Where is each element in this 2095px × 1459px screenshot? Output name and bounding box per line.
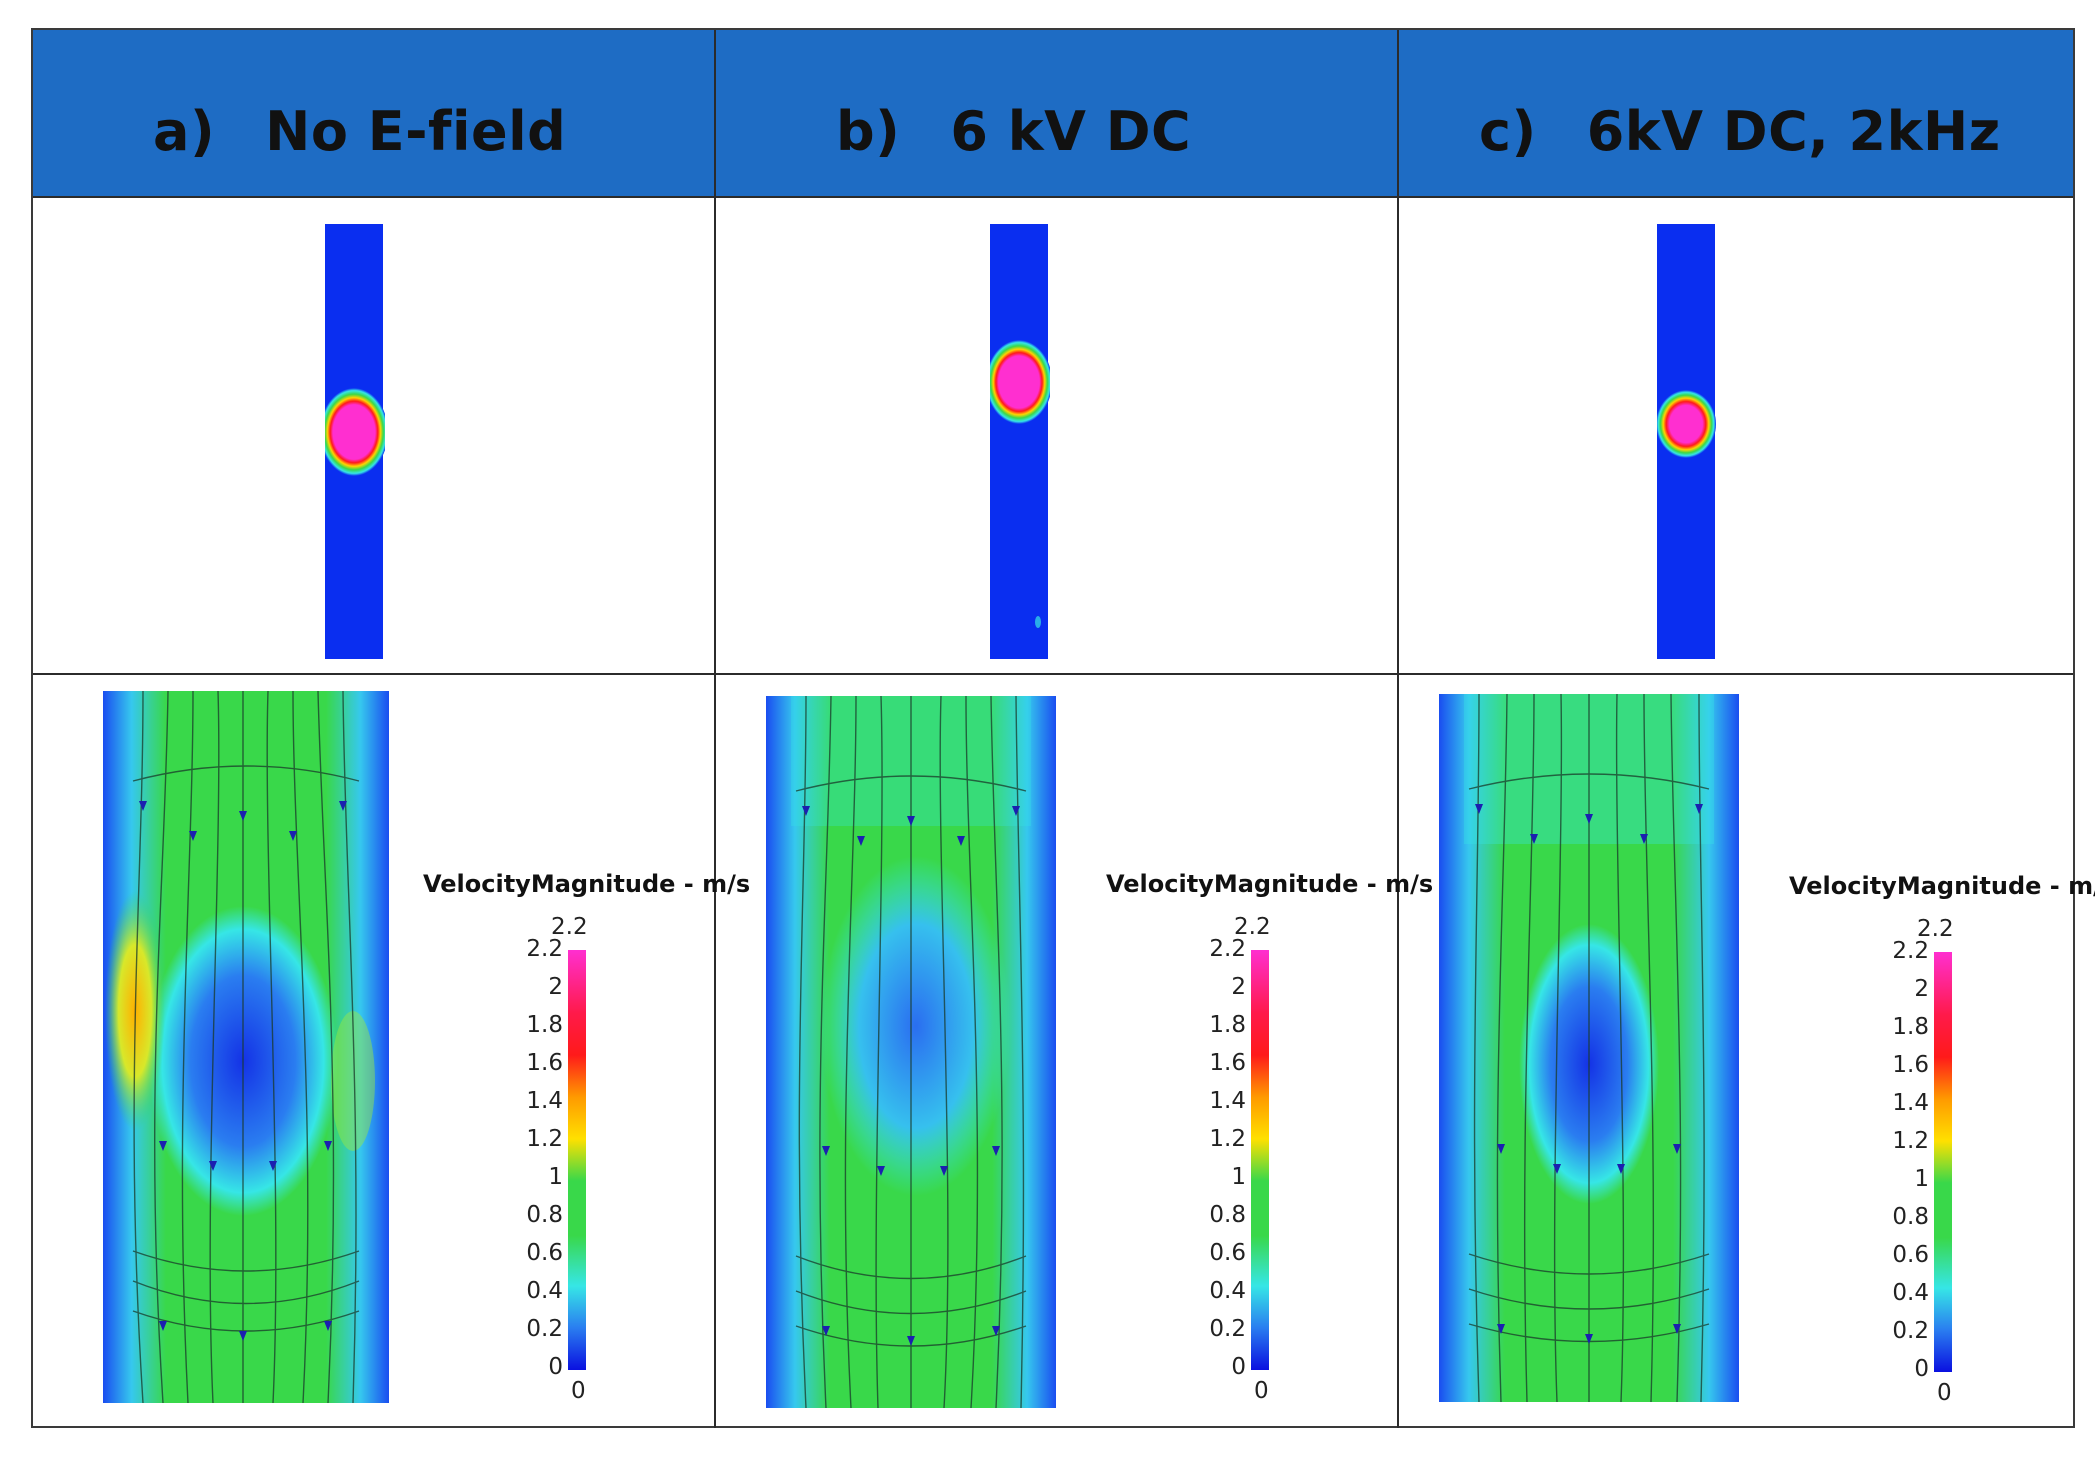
panel-b-tag: b)	[836, 100, 901, 163]
colorbar-tick: 1.8	[526, 1012, 563, 1038]
colorbar-tick: 1.4	[1209, 1088, 1246, 1114]
colorbar-bottom-label: 0	[571, 1378, 586, 1404]
colorbar-ticks: 2.2 2 1.8 1.6 1.4 1.2 1 0.8 0.6 0.4 0.2 …	[513, 936, 573, 1380]
colorbar-tick: 0	[548, 1354, 563, 1380]
colorbar-ticks: 2.2 2 1.8 1.6 1.4 1.2 1 0.8 0.6 0.4 0.2 …	[1879, 938, 1939, 1382]
column-divider-1	[33, 198, 716, 1428]
row-divider	[33, 673, 2073, 675]
colorbar-tick: 1.6	[1209, 1050, 1246, 1076]
colorbar-tick: 1.6	[1892, 1052, 1929, 1078]
colorbar-tick: 1	[1914, 1166, 1929, 1192]
colorbar-tick: 0.2	[1892, 1318, 1929, 1344]
panel-a-droplet-plot	[325, 224, 385, 659]
colorbar-top-label: 2.2	[1234, 914, 1271, 940]
colorbar-tick: 0	[1231, 1354, 1246, 1380]
colorbar-tick: 1.2	[1892, 1128, 1929, 1154]
colorbar-scale	[568, 950, 586, 1370]
panel-c-velocity-field-plot	[1439, 694, 1739, 1402]
panel-c-header: c) 6kV DC, 2kHz	[1399, 30, 2073, 198]
colorbar-tick: 2	[548, 974, 563, 1000]
panel-a-tag: a)	[153, 100, 216, 163]
colorbar-tick: 0.6	[1209, 1240, 1246, 1266]
colorbar-tick: 0.6	[1892, 1242, 1929, 1268]
colorbar-tick: 0.4	[1892, 1280, 1929, 1306]
colorbar-tick: 1.6	[526, 1050, 563, 1076]
panel-a-header: a) No E-field	[33, 30, 716, 198]
colorbar-tick: 0.2	[1209, 1316, 1246, 1342]
colorbar-tick: 1	[1231, 1164, 1246, 1190]
colorbar-top-label: 2.2	[551, 914, 588, 940]
colorbar-tick: 1	[548, 1164, 563, 1190]
colorbar-tick: 1.4	[526, 1088, 563, 1114]
panel-b-label: b) 6 kV DC	[836, 100, 1191, 163]
colorbar-bottom-label: 0	[1937, 1380, 1952, 1406]
colorbar-tick: 2.2	[526, 936, 563, 962]
colorbar-tick: 0.8	[1892, 1204, 1929, 1230]
panel-b-droplet-plot	[990, 224, 1050, 659]
panel-c-colorbar: VelocityMagnitude - m/s 2.2 0 2.2 2 1.8 …	[1749, 852, 2095, 1412]
colorbar-tick: 1.8	[1892, 1014, 1929, 1040]
colorbar-tick: 1.2	[526, 1126, 563, 1152]
colorbar-tick: 0.8	[526, 1202, 563, 1228]
panel-c-droplet-plot	[1657, 224, 1716, 659]
colorbar-title: VelocityMagnitude - m/s	[423, 870, 751, 898]
colorbar-tick: 1.4	[1892, 1090, 1929, 1116]
colorbar-tick: 0.8	[1209, 1202, 1246, 1228]
panel-c-tag: c)	[1479, 100, 1537, 163]
panel-c-label: c) 6kV DC, 2kHz	[1479, 100, 2001, 163]
panel-a-colorbar: VelocityMagnitude - m/s 2.2 0 2.2 2 1.8 …	[393, 850, 750, 1410]
colorbar-tick: 0.4	[526, 1278, 563, 1304]
colorbar-tick: 0	[1914, 1356, 1929, 1382]
colorbar-tick: 2.2	[1209, 936, 1246, 962]
panel-b-colorbar: VelocityMagnitude - m/s 2.2 0 2.2 2 1.8 …	[1076, 850, 1433, 1410]
colorbar-ticks: 2.2 2 1.8 1.6 1.4 1.2 1 0.8 0.6 0.4 0.2 …	[1196, 936, 1256, 1380]
colorbar-top-label: 2.2	[1917, 916, 1954, 942]
colorbar-tick: 2	[1231, 974, 1246, 1000]
panel-a-title: No E-field	[265, 100, 567, 163]
colorbar-title: VelocityMagnitude - m/s	[1789, 872, 2095, 900]
panel-c-title: 6kV DC, 2kHz	[1586, 100, 2001, 163]
colorbar-tick: 0.2	[526, 1316, 563, 1342]
panel-a-velocity-field-plot	[103, 691, 389, 1403]
panel-a-label: a) No E-field	[153, 100, 566, 163]
colorbar-scale	[1251, 950, 1269, 1370]
colorbar-bottom-label: 0	[1254, 1378, 1269, 1404]
figure: a) No E-field b) 6 kV DC c) 6kV DC, 2kHz	[31, 28, 2095, 1428]
colorbar-tick: 2	[1914, 976, 1929, 1002]
colorbar-tick: 1.2	[1209, 1126, 1246, 1152]
colorbar-tick: 0.6	[526, 1240, 563, 1266]
colorbar-tick: 0.4	[1209, 1278, 1246, 1304]
colorbar-tick: 1.8	[1209, 1012, 1246, 1038]
colorbar-scale	[1934, 952, 1952, 1372]
colorbar-title: VelocityMagnitude - m/s	[1106, 870, 1434, 898]
panel-b-title: 6 kV DC	[950, 100, 1192, 163]
column-divider-2	[716, 198, 1399, 1428]
panel-b-velocity-field-plot	[766, 696, 1056, 1408]
colorbar-tick: 2.2	[1892, 938, 1929, 964]
panel-b-header: b) 6 kV DC	[716, 30, 1399, 198]
